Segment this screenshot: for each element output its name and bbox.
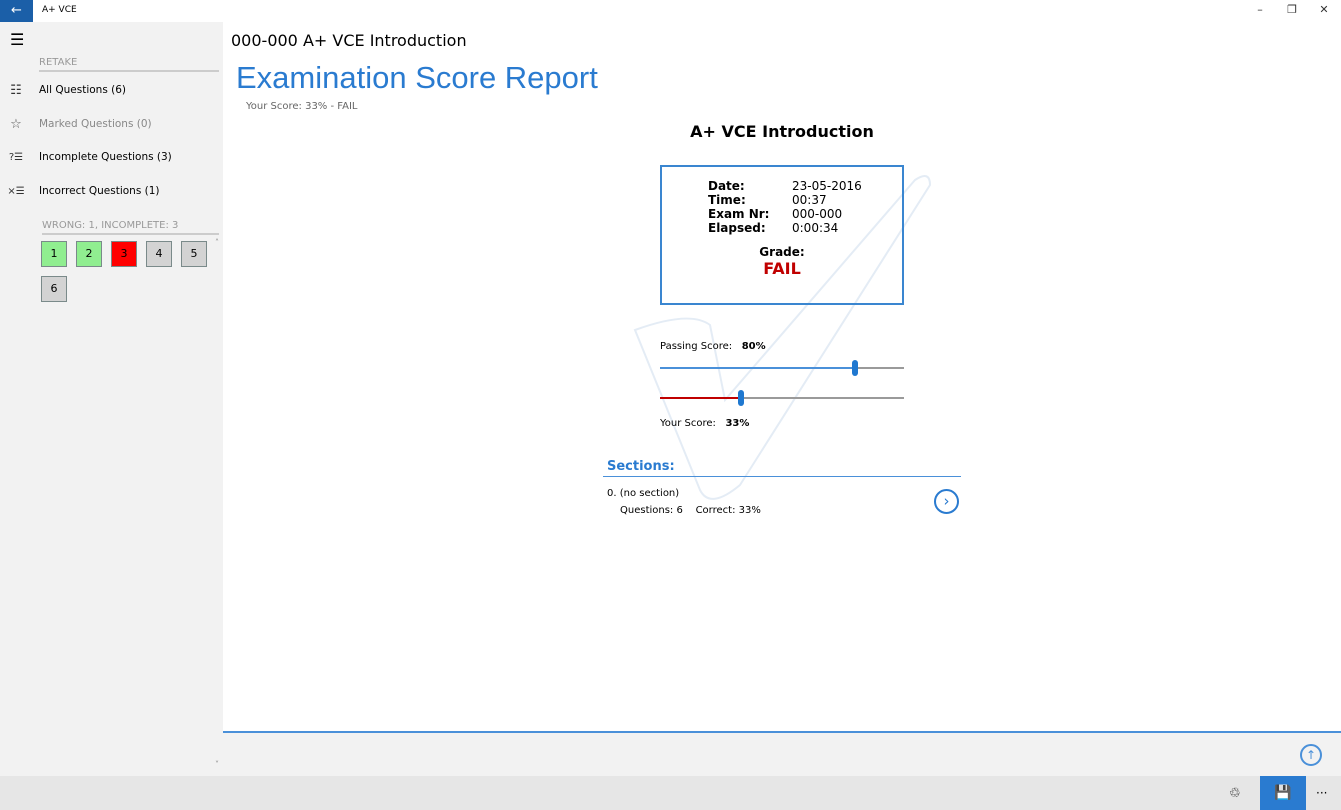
app-bar [0,776,1341,810]
question-4-button[interactable]: 4 [146,241,172,267]
hamburger-icon[interactable]: ☰ [10,30,25,49]
main-footer [223,731,1341,776]
page-title: Examination Score Report [236,60,598,95]
scroll-up-arrow[interactable]: ˄ [215,238,219,247]
x-list-icon: ×☰ [7,185,25,197]
title-bar [0,0,1341,22]
save-button[interactable]: 💾 [1260,776,1306,810]
close-button[interactable]: ✕ [1319,3,1329,16]
question-list-icon: ?☰ [8,151,24,163]
list-icon: ☷ [10,82,22,98]
nav-incomplete-questions[interactable]: ?☰ Incomplete Questions (3) [0,142,223,172]
star-icon: ☆ [10,116,22,132]
detail-exam-nr: Exam Nr: 000-000 [708,207,843,221]
question-3-button[interactable]: 3 [111,241,137,267]
sections-header: Sections: [603,459,961,477]
exam-details-box: Date: 23-05-2016 Time: 00:37 Exam Nr: 000-0… [660,165,904,305]
your-score-thumb [737,390,744,406]
nav-marked-questions[interactable]: ☆ Marked Questions (0) [0,109,223,139]
checkmark-watermark [633,175,932,500]
arrow-left-icon: ← [11,3,22,18]
save-icon: 💾 [1274,785,1292,801]
passing-score-label: Passing Score: 80% [660,341,766,352]
passing-score-thumb[interactable] [852,360,859,376]
grade-label: Grade: [759,245,805,259]
score-subtitle: Your Score: 33% - FAIL [246,101,358,112]
minimize-button[interactable]: – [1257,3,1263,16]
your-score-slider [660,397,904,399]
nav-all-questions[interactable]: ☷ All Questions (6) [0,75,223,105]
scroll-down-arrow[interactable]: ˅ [215,760,219,769]
detail-date: Date: 23-05-2016 [708,179,862,193]
question-2-button[interactable]: 2 [76,241,102,267]
detail-time: Time: 00:37 [708,193,827,207]
restore-button[interactable]: ❐ [1287,3,1297,16]
back-button[interactable]: ← [0,0,33,22]
question-5-button[interactable]: 5 [181,241,207,267]
more-button[interactable]: ··· [1316,786,1328,800]
your-score-label: Your Score: 33% [660,418,750,429]
section-stats: Questions: 6 Correct: 33% [620,505,761,516]
nav-incorrect-questions[interactable]: ×☰ Incorrect Questions (1) [0,176,223,206]
detail-elapsed: Elapsed: 0:00:34 [708,221,839,235]
sidebar: ☰ RETAKE ☷ All Questions (6) ☆ Marked Ques… [0,22,223,776]
summary-header: WRONG: 1, INCOMPLETE: 3 [42,220,219,235]
chevron-right-icon: › [943,492,950,510]
open-section-button[interactable]: › [934,489,959,514]
section-name: 0. (no section) [607,488,680,499]
exam-title: 000-000 A+ VCE Introduction [231,31,467,50]
passing-score-slider[interactable] [660,367,904,369]
retake-header: RETAKE [39,57,219,72]
arrow-up-circle-icon[interactable]: ↑ [1300,744,1322,766]
app-title: A+ VCE [42,5,77,15]
report-title: A+ VCE Introduction [690,122,874,141]
grade-value: FAIL [763,259,801,278]
question-6-button[interactable]: 6 [41,276,67,302]
question-1-button[interactable]: 1 [41,241,67,267]
share-icon[interactable]: ♲ [1229,786,1241,801]
